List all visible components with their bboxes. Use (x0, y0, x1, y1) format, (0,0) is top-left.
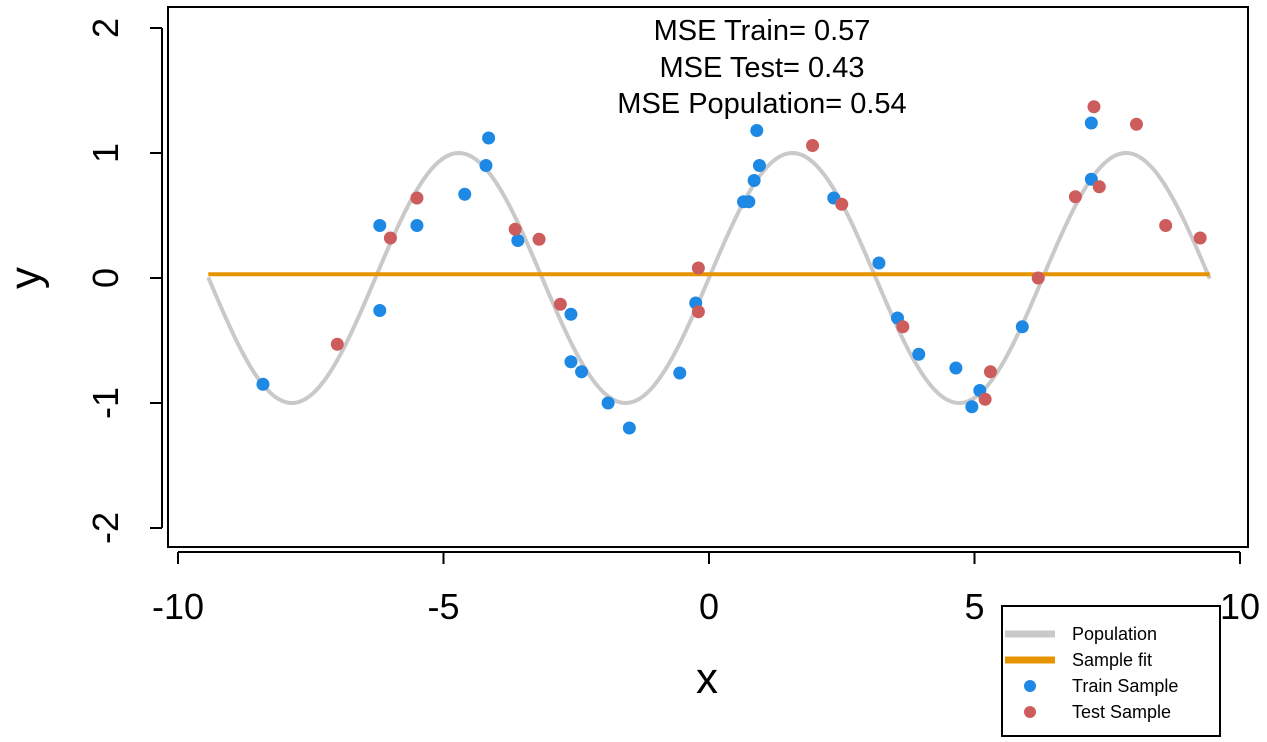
train-sample-point (1084, 116, 1098, 130)
test-sample-point (691, 305, 705, 319)
train-sample-point (564, 355, 578, 369)
legend-box (1001, 605, 1221, 737)
train-sample-point (458, 187, 472, 201)
y-tick-label: -2 (85, 512, 126, 544)
train-sample-point (511, 234, 525, 247)
x-tick-label: 5 (964, 586, 984, 627)
train-sample-point (750, 124, 764, 137)
test-sample-point (691, 261, 705, 275)
train-sample-point (622, 421, 636, 435)
train-sample-point (410, 219, 424, 232)
x-tick-label: 0 (699, 586, 719, 627)
plot-area (206, 100, 1212, 435)
test-sample-point (1193, 231, 1207, 245)
y-tick-label: 0 (85, 268, 126, 288)
legend-sample-fit-label: Sample fit (1072, 650, 1152, 670)
train-sample-point (479, 159, 493, 172)
test-sample-point (896, 320, 910, 334)
test-sample-point (1129, 117, 1143, 131)
train-sample-point (742, 195, 756, 209)
test-sample-point (410, 191, 424, 205)
annotation-mse-population: MSE Population= 0.54 (617, 88, 906, 120)
test-sample-point (532, 232, 546, 246)
legend: Population Sample fit Train Sample Test … (1001, 605, 1221, 737)
legend-train-sample-label: Train Sample (1072, 676, 1178, 696)
plot-frame (167, 6, 1249, 548)
y-tick-label: 2 (85, 18, 126, 38)
train-sample-point (752, 159, 766, 172)
x-tick-label: 10 (1220, 586, 1260, 627)
y-axis: -2 -1 0 1 2 (85, 18, 163, 544)
train-sample-point (965, 400, 979, 414)
train-sample-point (949, 361, 963, 375)
y-axis-label: y (1, 267, 50, 289)
legend-population-label: Population (1072, 624, 1157, 644)
test-sample-point (330, 337, 344, 351)
test-sample-point (835, 197, 849, 211)
y-tick-label: -1 (85, 387, 126, 419)
train-sample-point (564, 307, 578, 321)
train-sample-point (747, 174, 761, 187)
legend-train-sample-marker (1024, 680, 1036, 692)
test-sample-point (806, 139, 820, 152)
train-sample-point (482, 131, 496, 145)
train-sample-point (373, 304, 387, 317)
y-tick-label: 1 (85, 143, 126, 163)
test-sample-point (983, 365, 997, 379)
test-sample-point (553, 297, 567, 311)
train-sample-point (1015, 320, 1029, 334)
annotation-mse-test: MSE Test= 0.43 (660, 52, 865, 84)
train-sample-point (912, 347, 926, 361)
x-tick-label: -5 (427, 586, 459, 627)
x-tick-label: -10 (152, 586, 204, 627)
test-sample-point (1092, 180, 1106, 194)
train-sample-point (673, 366, 687, 380)
test-sample-point (1068, 190, 1082, 204)
test-sample-point (1087, 100, 1101, 114)
test-sample-point (978, 392, 992, 406)
test-sample-point (508, 222, 522, 236)
train-sample-point (872, 256, 886, 270)
train-sample-point (373, 219, 387, 232)
legend-test-sample-label: Test Sample (1072, 702, 1171, 722)
train-sample-point (601, 396, 615, 410)
x-axis: -10 -5 0 5 10 (152, 551, 1260, 627)
x-axis-label: x (696, 654, 718, 703)
test-sample-point (1031, 271, 1045, 285)
train-sample-point (575, 365, 589, 379)
annotation-mse-train: MSE Train= 0.57 (654, 15, 871, 47)
train-sample-point (256, 377, 270, 391)
test-sample-point (1159, 219, 1173, 232)
test-sample-point (383, 231, 397, 245)
legend-test-sample-marker (1024, 706, 1036, 718)
